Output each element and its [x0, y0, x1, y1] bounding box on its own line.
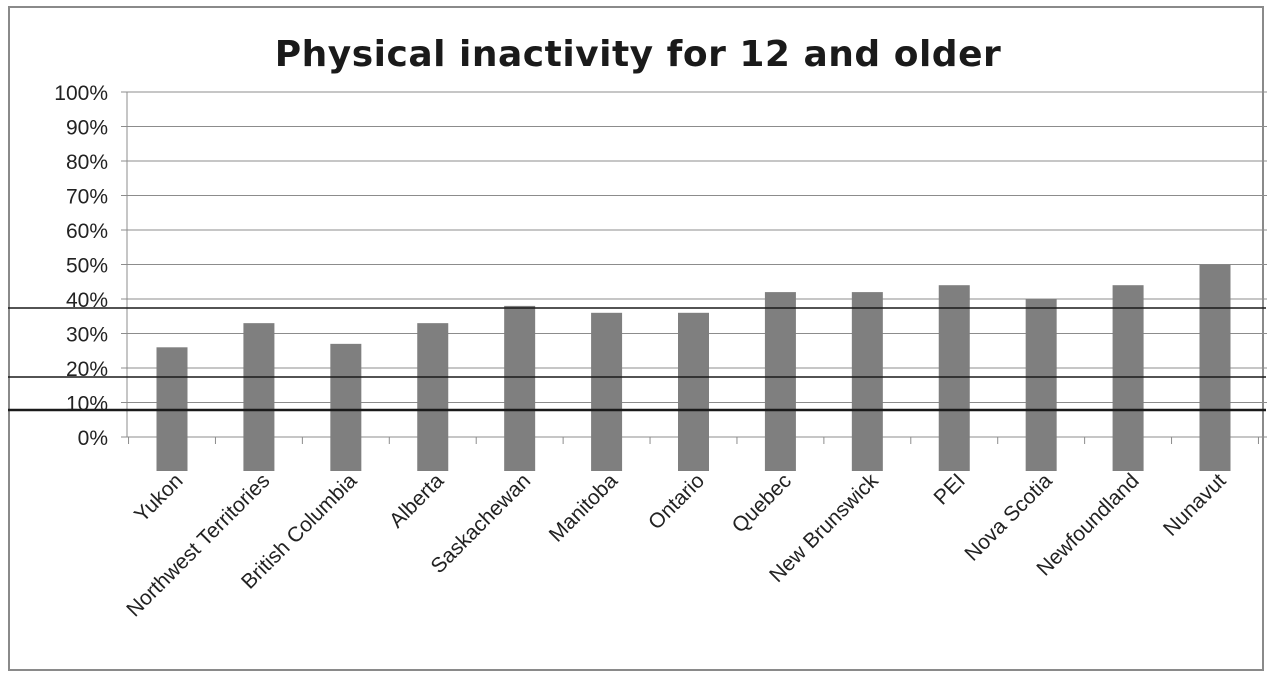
- bar: [1199, 264, 1231, 471]
- y-tick-label: 50%: [66, 255, 108, 278]
- y-tick-label: 80%: [66, 151, 108, 174]
- y-tick-label: 0%: [78, 427, 108, 450]
- bars: [156, 264, 1231, 471]
- y-tick-label: 20%: [66, 358, 108, 381]
- x-tick-label: Manitoba: [545, 469, 623, 547]
- y-tick-label: 90%: [66, 117, 108, 140]
- x-tick-label: Quebec: [728, 469, 796, 537]
- x-tick-label: PEI: [930, 469, 970, 509]
- y-tick-label: 70%: [66, 186, 108, 209]
- bar: [1025, 299, 1057, 471]
- bar: [417, 323, 449, 471]
- bar: [851, 292, 883, 471]
- bar: [764, 292, 796, 471]
- bar: [1112, 285, 1144, 471]
- y-tick-label: 100%: [54, 82, 108, 105]
- y-tick-label: 30%: [66, 324, 108, 347]
- chart-title: Physical inactivity for 12 and older: [274, 34, 1002, 75]
- bar: [243, 323, 275, 471]
- x-tick-label: Ontario: [644, 469, 709, 534]
- bar: [591, 312, 623, 471]
- y-axis-ticks: 0% 10% 20% 30% 40% 50% 60% 70% 80% 90% 100%: [54, 82, 108, 450]
- bar: [938, 285, 970, 471]
- x-tick-label: Northwest Territories: [122, 469, 274, 621]
- y-tick-label: 40%: [66, 289, 108, 312]
- x-tick-label: Yukon: [130, 469, 188, 527]
- x-tick-label: Nunavut: [1159, 469, 1231, 541]
- bar: [330, 343, 362, 471]
- x-tick-label: Alberta: [385, 469, 449, 533]
- overlay-lines: [8, 307, 1266, 412]
- y-tick-label: 60%: [66, 220, 108, 243]
- x-tick-label: Nova Scotia: [960, 469, 1057, 566]
- bar: [504, 305, 536, 471]
- y-tick-label: 10%: [66, 393, 108, 416]
- bar: [678, 312, 709, 471]
